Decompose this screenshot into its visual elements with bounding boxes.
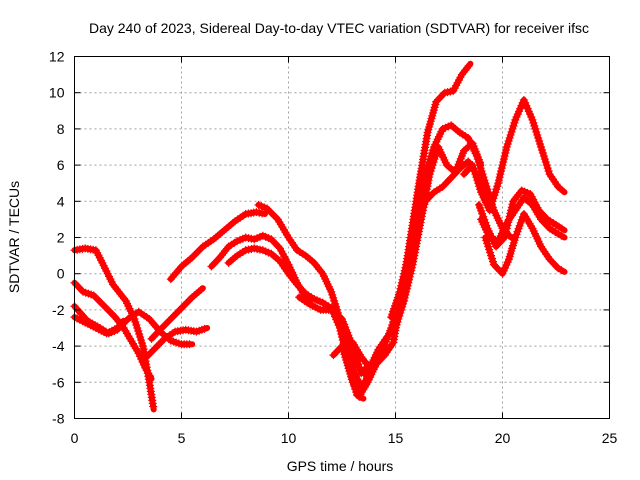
data-point-marker — [557, 224, 566, 233]
x-tick-label: 5 — [178, 430, 186, 446]
series-markers — [70, 313, 126, 338]
x-tick-label: 15 — [388, 430, 404, 446]
y-tick-label: 6 — [57, 157, 65, 173]
series-markers — [166, 208, 267, 284]
y-tick-label: 0 — [57, 266, 65, 282]
chart-title: Day 240 of 2023, Sidereal Day-to-day VTE… — [89, 20, 589, 36]
series-track-5 — [138, 324, 211, 365]
data-point-marker — [558, 186, 567, 195]
x-tick-label: 20 — [495, 430, 511, 446]
data-point-marker — [117, 319, 126, 328]
x-tick-label: 25 — [602, 430, 618, 446]
data-series — [70, 60, 568, 413]
series-track-19 — [459, 95, 568, 215]
y-tick-label: -2 — [52, 302, 65, 318]
y-axis-ticks: -8 -6 -4 -2 0 2 4 6 8 10 12 — [49, 49, 610, 427]
data-point-marker — [185, 340, 194, 349]
series-markers — [147, 285, 205, 343]
series-track-18 — [477, 193, 568, 246]
data-point-marker — [557, 231, 566, 240]
y-tick-label: -6 — [52, 374, 65, 390]
series-track-6 — [147, 285, 206, 343]
series-track-17 — [481, 209, 568, 278]
y-tick-label: -8 — [52, 411, 65, 427]
y-tick-label: 2 — [57, 230, 65, 246]
data-point-marker — [464, 61, 473, 70]
x-axis-label: GPS time / hours — [287, 458, 394, 474]
series-track-15 — [387, 121, 515, 322]
y-tick-label: 4 — [57, 193, 65, 209]
x-axis-ticks: 0 5 10 15 20 25 — [71, 56, 618, 446]
x-tick-label: 0 — [71, 430, 79, 446]
series-markers — [459, 95, 567, 215]
data-point-marker — [149, 402, 158, 411]
y-axis-label: SDTVAR / TECUs — [6, 181, 22, 293]
series-markers — [481, 209, 566, 278]
series-track-4 — [70, 313, 127, 338]
data-point-marker — [557, 266, 566, 275]
y-tick-label: 8 — [57, 121, 65, 137]
data-point-marker — [196, 285, 205, 294]
data-point-marker — [200, 324, 209, 333]
data-point-marker — [145, 371, 154, 380]
series-markers — [138, 324, 209, 365]
data-point-marker — [258, 209, 267, 218]
series-markers — [207, 231, 312, 304]
y-tick-label: -4 — [52, 338, 65, 354]
x-tick-label: 10 — [281, 430, 297, 446]
series-markers — [387, 121, 513, 322]
y-tick-label: 10 — [49, 85, 65, 101]
series-track-7 — [166, 208, 268, 284]
y-tick-label: 12 — [49, 49, 65, 65]
series-markers — [477, 193, 566, 246]
